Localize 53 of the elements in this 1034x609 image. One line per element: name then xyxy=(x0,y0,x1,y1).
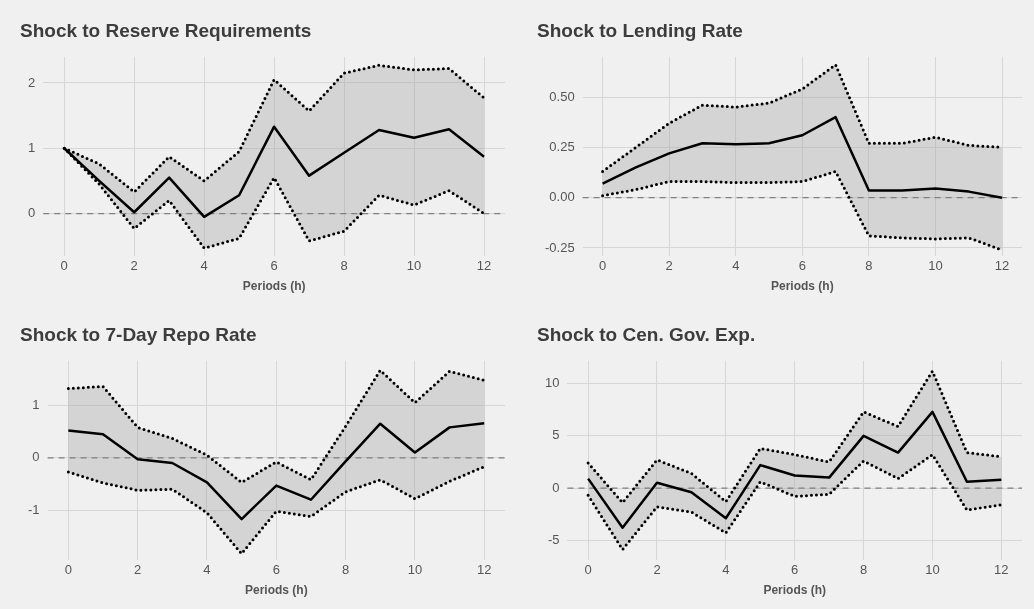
x-tick-label: 10 xyxy=(407,562,423,578)
x-tick-label: 4 xyxy=(200,258,208,274)
y-tick-label: 0 xyxy=(32,449,40,465)
x-tick-label: 12 xyxy=(476,562,492,578)
x-axis-title: Periods (h) xyxy=(763,583,827,598)
y-tick-label: -5 xyxy=(547,531,560,547)
x-tick-label: 6 xyxy=(791,562,799,578)
y-tick-label: 0.00 xyxy=(549,189,575,205)
x-tick-label: 10 xyxy=(928,258,943,274)
x-tick-label: 8 xyxy=(865,258,873,274)
y-tick-label: 0 xyxy=(552,479,560,495)
x-tick-label: 0 xyxy=(598,258,607,274)
y-tick-label: 0.50 xyxy=(549,88,575,104)
x-tick-label: 2 xyxy=(665,258,673,274)
x-tick-label: 4 xyxy=(732,258,740,274)
x-tick-label: 2 xyxy=(130,258,138,274)
x-axis-title: Periods (h) xyxy=(244,583,308,598)
line-series xyxy=(66,368,486,484)
x-tick-label: 8 xyxy=(340,258,348,274)
chart-title: Shock to Cen. Gov. Exp. xyxy=(537,323,756,345)
y-tick-label: -0.25 xyxy=(544,239,575,255)
x-tick-label: 4 xyxy=(203,562,211,578)
x-tick-label: 8 xyxy=(859,562,868,578)
y-tick-label: 2 xyxy=(28,74,36,90)
x-tick-label: 10 xyxy=(406,258,422,274)
y-tick-label: 5 xyxy=(552,427,560,443)
x-tick-label: 2 xyxy=(134,562,142,578)
y-tick-label: 1 xyxy=(28,139,36,155)
x-tick-label: 0 xyxy=(60,258,68,274)
chart-title: Shock to Lending Rate xyxy=(537,19,743,41)
x-tick-label: 8 xyxy=(341,562,350,578)
y-tick-label: 1 xyxy=(32,396,40,412)
y-tick-label: 10 xyxy=(544,375,560,391)
x-tick-label: 4 xyxy=(722,562,730,578)
chart-title: Shock to 7-Day Repo Rate xyxy=(20,323,257,345)
x-tick-label: 6 xyxy=(270,258,278,274)
line-series xyxy=(586,453,1003,552)
x-tick-label: 6 xyxy=(798,258,806,274)
x-tick-label: 12 xyxy=(994,258,1010,274)
x-tick-label: 0 xyxy=(584,562,592,578)
x-tick-label: 6 xyxy=(272,562,280,578)
y-tick-label: -1 xyxy=(28,501,40,517)
x-tick-label: 12 xyxy=(476,258,492,274)
x-axis-title: Periods (h) xyxy=(770,279,834,294)
x-axis-title: Periods (h) xyxy=(242,279,306,294)
chart-title: Shock to Reserve Requirements xyxy=(20,19,312,41)
y-tick-label: 0 xyxy=(28,205,36,221)
x-tick-label: 0 xyxy=(64,562,72,578)
x-tick-label: 10 xyxy=(925,562,940,578)
x-tick-label: 12 xyxy=(994,562,1009,578)
x-tick-label: 2 xyxy=(653,562,661,578)
y-tick-label: 0.25 xyxy=(549,138,575,154)
line-series xyxy=(66,465,486,556)
